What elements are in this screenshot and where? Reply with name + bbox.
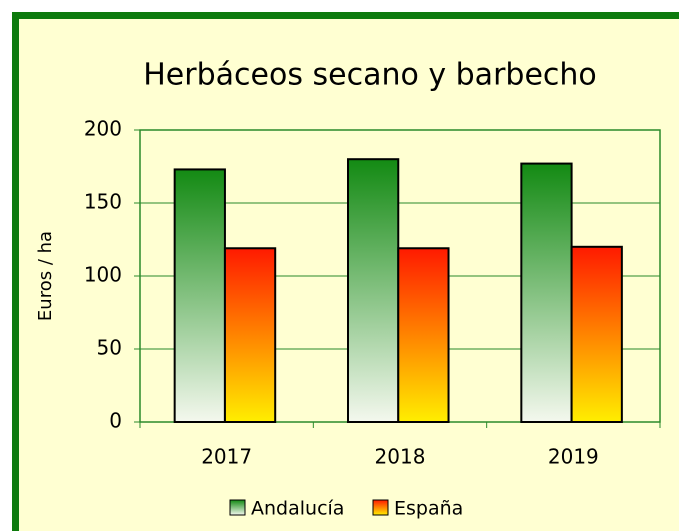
bar [223,247,277,423]
y-axis-label: Euros / ha [35,231,56,321]
legend-label: Andalucía [251,498,344,520]
frame-top [12,12,679,19]
bar [173,168,226,423]
legend-swatch [372,499,389,516]
y-tick-label: 150 [84,190,122,214]
legend-label: España [394,498,463,520]
bar [347,158,400,423]
chart-title: Herbáceos secano y barbecho [143,58,597,93]
x-tick-label: 2018 [375,445,426,469]
legend-swatch [229,499,246,516]
bar [570,245,623,423]
y-tick-label: 100 [84,263,122,287]
x-tick-label: 2019 [548,445,599,469]
bar [397,247,450,423]
bar [520,162,573,424]
frame-left [12,12,19,531]
y-tick-label: 200 [84,117,122,141]
y-tick-label: 0 [109,409,122,433]
y-tick-label: 50 [97,336,122,360]
x-tick-label: 2017 [201,445,252,469]
